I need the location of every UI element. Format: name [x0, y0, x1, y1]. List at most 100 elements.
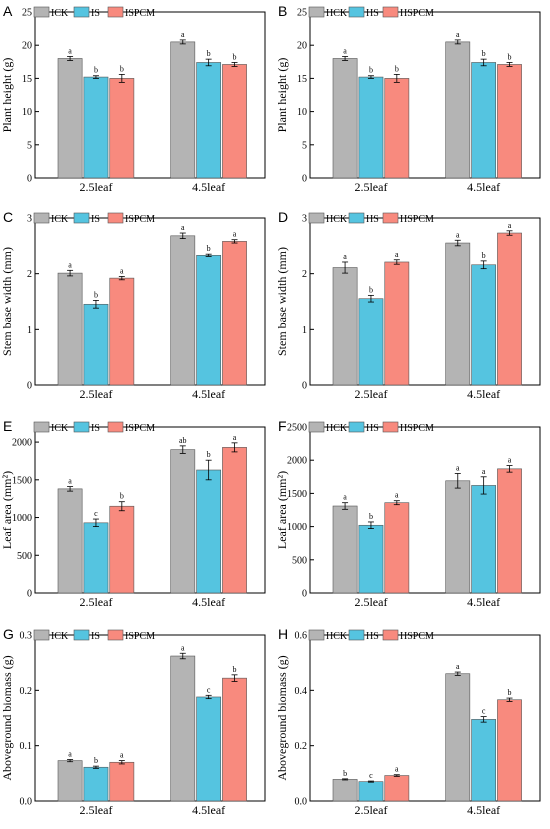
significance-label: b: [94, 756, 98, 765]
legend-label-is: IS: [91, 8, 100, 19]
category-label: 2.5leaf: [79, 387, 112, 401]
y-tick-label: 0.0: [295, 797, 308, 808]
y-tick-label: 1500: [287, 489, 307, 500]
legend-swatch-hs: [348, 212, 365, 224]
bar-hck-25leaf: [332, 505, 358, 594]
bar-hs-45leaf: [471, 719, 497, 802]
y-tick-label: 2000: [287, 456, 307, 467]
legend-swatch-hspcm: [382, 212, 399, 224]
category-label: 4.5leaf: [192, 180, 225, 194]
legend-swatch-hck: [308, 6, 325, 18]
significance-label: b: [369, 285, 373, 294]
significance-label: b: [207, 244, 211, 253]
bar-hck-45leaf: [445, 242, 471, 386]
y-tick-label: 15: [22, 74, 32, 85]
bar-is-45leaf: [196, 696, 222, 802]
significance-label: a: [181, 643, 185, 652]
y-tick-label: 0: [302, 589, 307, 600]
panel-h: H 0.0 0.2 0.4 0.6 Aboveground biomass (g) b c a 2…: [275, 626, 541, 817]
y-axis-label: Leaf area (mm²): [275, 471, 289, 549]
significance-label: a: [456, 463, 460, 472]
legend-swatch-hs: [348, 629, 365, 641]
plot-frame: [34, 426, 266, 594]
legend-swatch-ick: [33, 421, 50, 433]
legend-label-ispcm: ISPCM: [125, 423, 155, 434]
bar-hs-45leaf: [471, 62, 497, 179]
panel-letter: F: [278, 418, 287, 434]
panel-f: F 0 500 1000 1500 2000 2500 Leaf area (mm²) a b a 2…: [275, 418, 541, 609]
y-tick-label: 0.3: [20, 631, 33, 642]
y-tick-label: 0: [302, 174, 307, 185]
legend-label-hck: HCK: [326, 8, 348, 19]
bar-ick-25leaf: [57, 272, 83, 386]
bar-hck-25leaf: [332, 58, 358, 179]
y-tick-label: 0.2: [20, 686, 33, 697]
panel-d: D 0 1 2 3 Stem base width (mm) a b a 2.5leaf a b a 4.…: [275, 209, 541, 401]
legend-swatch-ick: [33, 629, 50, 641]
bar-ick-45leaf: [170, 655, 196, 802]
significance-label: b: [395, 64, 399, 73]
significance-label: a: [456, 30, 460, 39]
plot-frame: [309, 634, 541, 802]
plot-frame: [34, 634, 266, 802]
bar-hspcm-45leaf: [497, 468, 522, 594]
y-axis-label: Aboveground biomass (g): [275, 655, 289, 780]
y-tick-label: 20: [297, 41, 307, 52]
bar-hspcm-25leaf: [384, 502, 410, 594]
y-tick-label: 3: [27, 214, 32, 225]
category-label: 2.5leaf: [354, 595, 387, 609]
y-axis-label: Aboveground biomass (g): [0, 655, 14, 780]
significance-label: b: [482, 251, 486, 260]
significance-label: a: [68, 260, 72, 269]
category-label: 2.5leaf: [354, 387, 387, 401]
significance-label: a: [343, 46, 347, 55]
legend-swatch-hs: [348, 421, 365, 433]
panel-letter: A: [3, 3, 13, 19]
y-tick-label: 2: [302, 269, 307, 280]
legend-swatch-ispcm: [107, 421, 124, 433]
significance-label: b: [207, 450, 211, 459]
y-tick-label: 500: [292, 555, 307, 566]
y-axis-label: Stem base width (mm): [275, 247, 289, 356]
bar-ispcm-45leaf: [222, 241, 247, 386]
panel-b: B 0 5 10 15 20 25 Plant height (g) a b b 2.5leaf a b b…: [275, 3, 541, 194]
bar-hck-45leaf: [445, 480, 471, 594]
legend-label-hck: HCK: [326, 214, 348, 225]
bar-hspcm-45leaf: [497, 232, 522, 386]
significance-label: a: [68, 477, 72, 486]
y-axis-label: Leaf area (mm²): [0, 471, 14, 549]
bar-hs-45leaf: [471, 485, 497, 594]
significance-label: a: [233, 433, 237, 442]
bar-is-25leaf: [83, 303, 109, 386]
category-label: 4.5leaf: [467, 803, 500, 817]
legend-swatch-ispcm: [107, 212, 124, 224]
significance-label: a: [395, 250, 399, 259]
bar-hs-25leaf: [358, 524, 384, 594]
y-tick-label: 2500: [287, 423, 307, 434]
plot-frame: [309, 217, 541, 386]
legend-swatch-hck: [308, 629, 325, 641]
legend-label-hspcm: HSPCM: [400, 423, 434, 434]
y-tick-label: 0: [302, 381, 307, 392]
y-tick-label: 5: [302, 140, 307, 151]
legend-label-ick: ICK: [51, 423, 69, 434]
category-label: 4.5leaf: [467, 387, 500, 401]
bar-ispcm-45leaf: [222, 677, 247, 802]
y-tick-label: 2000: [12, 438, 32, 449]
legend-label-ick: ICK: [51, 214, 69, 225]
bar-hspcm-45leaf: [497, 64, 522, 179]
significance-label: a: [120, 266, 124, 275]
significance-label: c: [207, 685, 211, 694]
bar-is-45leaf: [196, 469, 222, 594]
legend-label-hspcm: HSPCM: [400, 631, 434, 642]
bar-hspcm-25leaf: [384, 261, 410, 386]
plot-frame: [309, 11, 541, 179]
panel-a: A 0 5 10 15 20 25 Plant height (g) a b b 2.5leaf a b b…: [0, 3, 266, 194]
legend-swatch-hspcm: [382, 6, 399, 18]
bar-ick-25leaf: [57, 760, 83, 802]
y-tick-label: 20: [22, 41, 32, 52]
y-tick-label: 0.4: [295, 686, 308, 697]
bar-is-25leaf: [83, 76, 109, 179]
category-label: 4.5leaf: [192, 595, 225, 609]
